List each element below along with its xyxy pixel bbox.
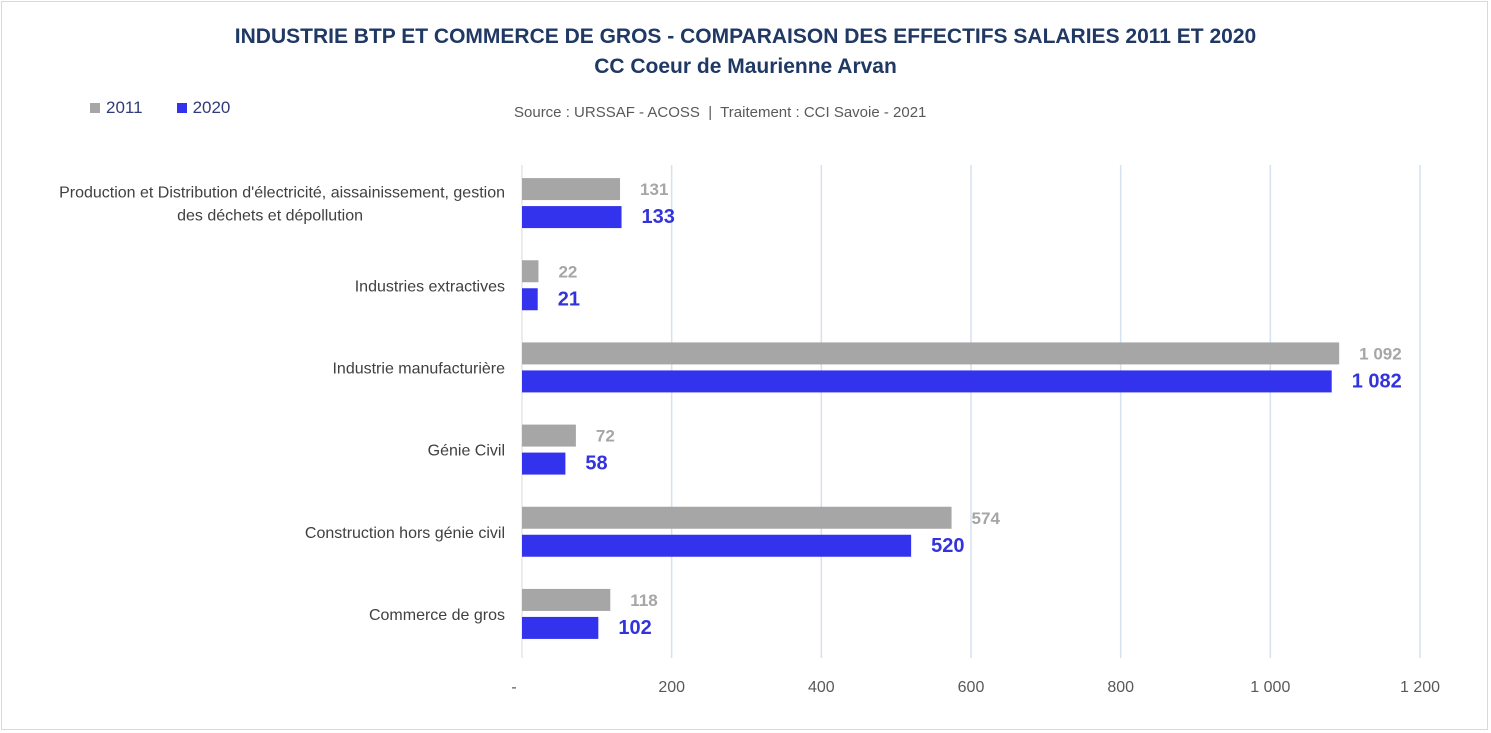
data-label-2011: 131 (640, 180, 668, 199)
category-label: Production et Distribution d'électricité… (59, 185, 505, 225)
category-label: Industrie manufacturière (332, 360, 505, 377)
data-label-2020: 58 (585, 453, 607, 475)
bar-2011 (522, 424, 576, 447)
bar-2011 (522, 506, 952, 529)
bar-2020 (522, 206, 622, 229)
data-label-2020: 133 (642, 206, 675, 228)
data-label-2020: 520 (931, 535, 964, 557)
data-label-2011: 72 (596, 427, 615, 446)
x-tick-label-800: 800 (1107, 679, 1134, 696)
legend-item-2020: 2020 (176, 98, 231, 118)
legend-swatch-2020 (176, 103, 187, 113)
data-label-2020: 21 (558, 288, 580, 310)
legend-swatch-2011 (90, 103, 100, 113)
source-note: Source : URSSAF - ACOSS | Traitement : C… (514, 104, 927, 121)
bar-2020 (522, 534, 912, 557)
data-label-2011: 1 092 (1359, 344, 1402, 363)
bar-2020 (522, 288, 538, 311)
category-label-line: Génie Civil (428, 443, 505, 460)
legend-label-2011: 2011 (106, 98, 143, 117)
data-label-2011: 118 (630, 591, 657, 610)
chart-subtitle: CC Coeur de Maurienne Arvan (594, 55, 897, 78)
bar-2011 (522, 588, 611, 611)
category-label: Génie Civil (428, 443, 505, 460)
bar-2011 (522, 178, 621, 201)
category-label-line: Commerce de gros (369, 607, 505, 624)
chart-title-block: INDUSTRIE BTP ET COMMERCE DE GROS - COMP… (0, 22, 1491, 82)
data-label-2011: 22 (558, 262, 577, 281)
chart-title: INDUSTRIE BTP ET COMMERCE DE GROS - COMP… (234, 25, 1257, 48)
data-label-2020: 1 082 (1352, 370, 1402, 392)
bar-2020 (522, 370, 1332, 393)
category-label-line: Industrie manufacturière (332, 360, 505, 377)
category-label-line: Production et Distribution d'électricité… (59, 185, 505, 202)
x-tick-label-1200: 1 200 (1400, 679, 1440, 696)
category-label-line: Industries extractives (355, 278, 505, 295)
bar-2011 (522, 260, 539, 283)
x-tick-label-600: 600 (958, 679, 985, 696)
data-label-2011: 574 (972, 509, 1001, 528)
x-tick-label-0: - (511, 679, 516, 696)
category-label: Construction hors génie civil (305, 525, 505, 542)
x-tick-label-200: 200 (658, 679, 685, 696)
bar-2020 (522, 616, 599, 639)
legend-item-2011: 2011 (90, 98, 143, 118)
bar-2011 (522, 342, 1340, 365)
category-label-line: des déchets et dépollution (177, 208, 363, 225)
x-tick-label-400: 400 (808, 679, 835, 696)
bar-2020 (522, 452, 566, 475)
category-label: Commerce de gros (369, 607, 505, 624)
x-tick-label-1000: 1 000 (1250, 679, 1290, 696)
category-label-line: Construction hors génie civil (305, 525, 505, 542)
legend: 2011 2020 (90, 98, 230, 118)
category-label: Industries extractives (355, 278, 505, 295)
legend-label-2020: 2020 (192, 98, 231, 117)
data-label-2020: 102 (618, 617, 651, 639)
